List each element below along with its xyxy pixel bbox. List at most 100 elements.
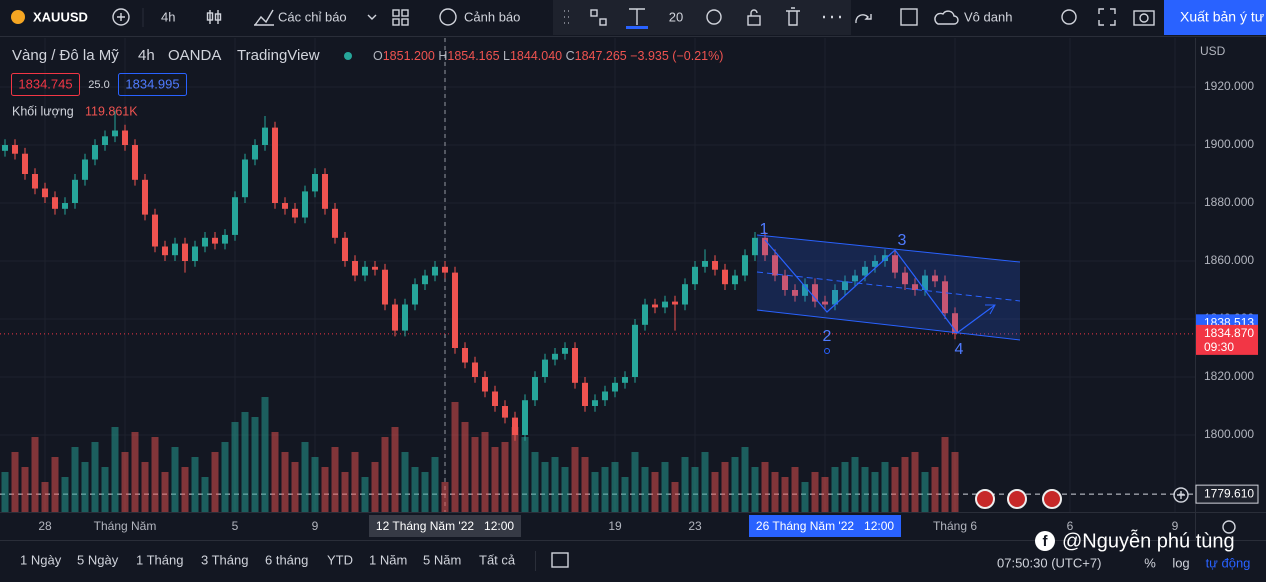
volume-bar [211,452,219,512]
x-tick-label: 26 Tháng Năm '22 12:00 [756,519,894,533]
x-tick-label: 23 [688,519,702,533]
auto-toggle[interactable]: tự động [1206,555,1251,570]
layout-name[interactable]: Vô danh [964,9,1012,24]
lock-icon[interactable] [747,15,761,26]
volume-bar [591,472,599,512]
volume-bar [31,437,39,512]
range-button[interactable]: 3 Tháng [201,552,248,567]
range-button[interactable]: 6 tháng [265,552,308,567]
delete-icon[interactable] [786,7,800,26]
publish-label[interactable]: Xuất bản ý tư [1180,9,1264,25]
candle-body [482,377,488,392]
candle-body [862,266,868,276]
axis-settings-icon[interactable] [1222,520,1236,534]
candle-body [652,304,658,308]
add-alert-icon[interactable] [1173,487,1189,503]
bid[interactable]: 1834.745 [18,76,72,91]
alert-icon[interactable] [439,8,457,26]
log-toggle[interactable]: log [1172,555,1189,570]
date-range-icon[interactable] [551,552,569,568]
chart-settings-icon[interactable] [1061,9,1077,25]
clock[interactable]: 07:50:30 (UTC+7) [997,555,1101,570]
volume-layer [1,397,959,512]
volume-bar [191,457,199,512]
y-tick-label: 1800.000 [1204,427,1254,441]
drag-handle[interactable] [564,10,569,24]
ask[interactable]: 1834.995 [125,76,179,91]
interval[interactable]: 4h [161,9,175,24]
candle-body [602,391,608,401]
range-button[interactable]: 5 Năm [423,552,461,567]
sell-box[interactable] [11,73,80,96]
candle-body [612,382,618,392]
cloud-icon[interactable] [934,10,959,25]
range-button[interactable]: 1 Tháng [136,552,183,567]
ohlc-value: 1854.165 [447,49,499,63]
watermark: @Nguyễn phú tùng [1062,529,1235,552]
text-color-icon[interactable] [629,8,645,25]
range-button[interactable]: 5 Ngày [77,552,119,567]
redo-icon[interactable] [855,14,872,24]
volume-bar [631,452,639,512]
alerts[interactable]: Cảnh báo [464,9,520,24]
ohlc-label: C [566,49,575,63]
volume-bar [611,462,619,512]
ohlc-label: O [373,49,383,63]
snapshot-icon[interactable] [1133,10,1155,26]
candle-body [642,304,648,325]
buy-box[interactable] [118,73,187,96]
event-flags[interactable] [975,489,1062,509]
volume-bar [111,427,119,512]
settings-icon[interactable] [706,9,722,25]
chevron[interactable] [367,14,377,20]
price-label-bg [1196,324,1258,355]
volume-bar [911,452,919,512]
indicators-icon[interactable] [254,9,274,26]
candle-body [182,243,188,262]
candle-body [302,191,308,218]
event-flag[interactable] [1042,489,1062,509]
volume-bar [121,452,129,512]
chart-type-icon-body [214,13,222,21]
y-tick-label: 1860.000 [1204,253,1254,267]
symbol[interactable]: XAUUSD [33,9,88,24]
candle-body [632,324,638,378]
layout-icon[interactable] [392,9,409,26]
volume-bar [661,462,669,512]
add-symbol-icon[interactable] [112,8,130,26]
range-button[interactable]: Tất cả [479,552,516,567]
range-button[interactable]: 1 Năm [369,552,407,567]
time-highlight [369,515,521,537]
indicators[interactable]: Các chỉ báo [278,9,347,24]
volume-bar [811,472,819,512]
template-icon[interactable] [590,9,598,17]
candle-body [892,255,898,273]
wave-label: 4 [955,341,964,358]
layout-cell [401,18,409,26]
range-button[interactable]: YTD [327,552,353,567]
ohlc-value: 1851.200 [383,49,435,63]
font-size[interactable]: 20 [669,9,683,24]
currency[interactable]: USD [1200,44,1226,58]
range-button[interactable]: 1 Ngày [20,552,62,567]
publish-button[interactable] [1164,0,1266,35]
event-flag[interactable] [1007,489,1027,509]
volume-bar [681,457,689,512]
candle-body [2,145,8,151]
candle-body [812,284,818,302]
candle-body [472,362,478,378]
candle-body [262,127,268,146]
volume-bar [451,402,459,512]
price-label: 1779.610 [1204,486,1254,500]
event-flag[interactable] [975,489,995,509]
channel-drawing[interactable]: 1 2 3 4 [756,221,1021,358]
percent-toggle[interactable]: % [1144,555,1156,570]
candle-body [722,269,728,285]
axis-layer: 1800.0001820.0001840.0001860.0001880.000… [38,79,1259,537]
volume-bar [671,482,679,512]
select-icon[interactable] [900,8,918,26]
add-alert-plus [1177,491,1185,499]
volume-bar [1,472,9,512]
fullscreen-icon[interactable] [1098,8,1116,26]
candle-body [342,237,348,262]
